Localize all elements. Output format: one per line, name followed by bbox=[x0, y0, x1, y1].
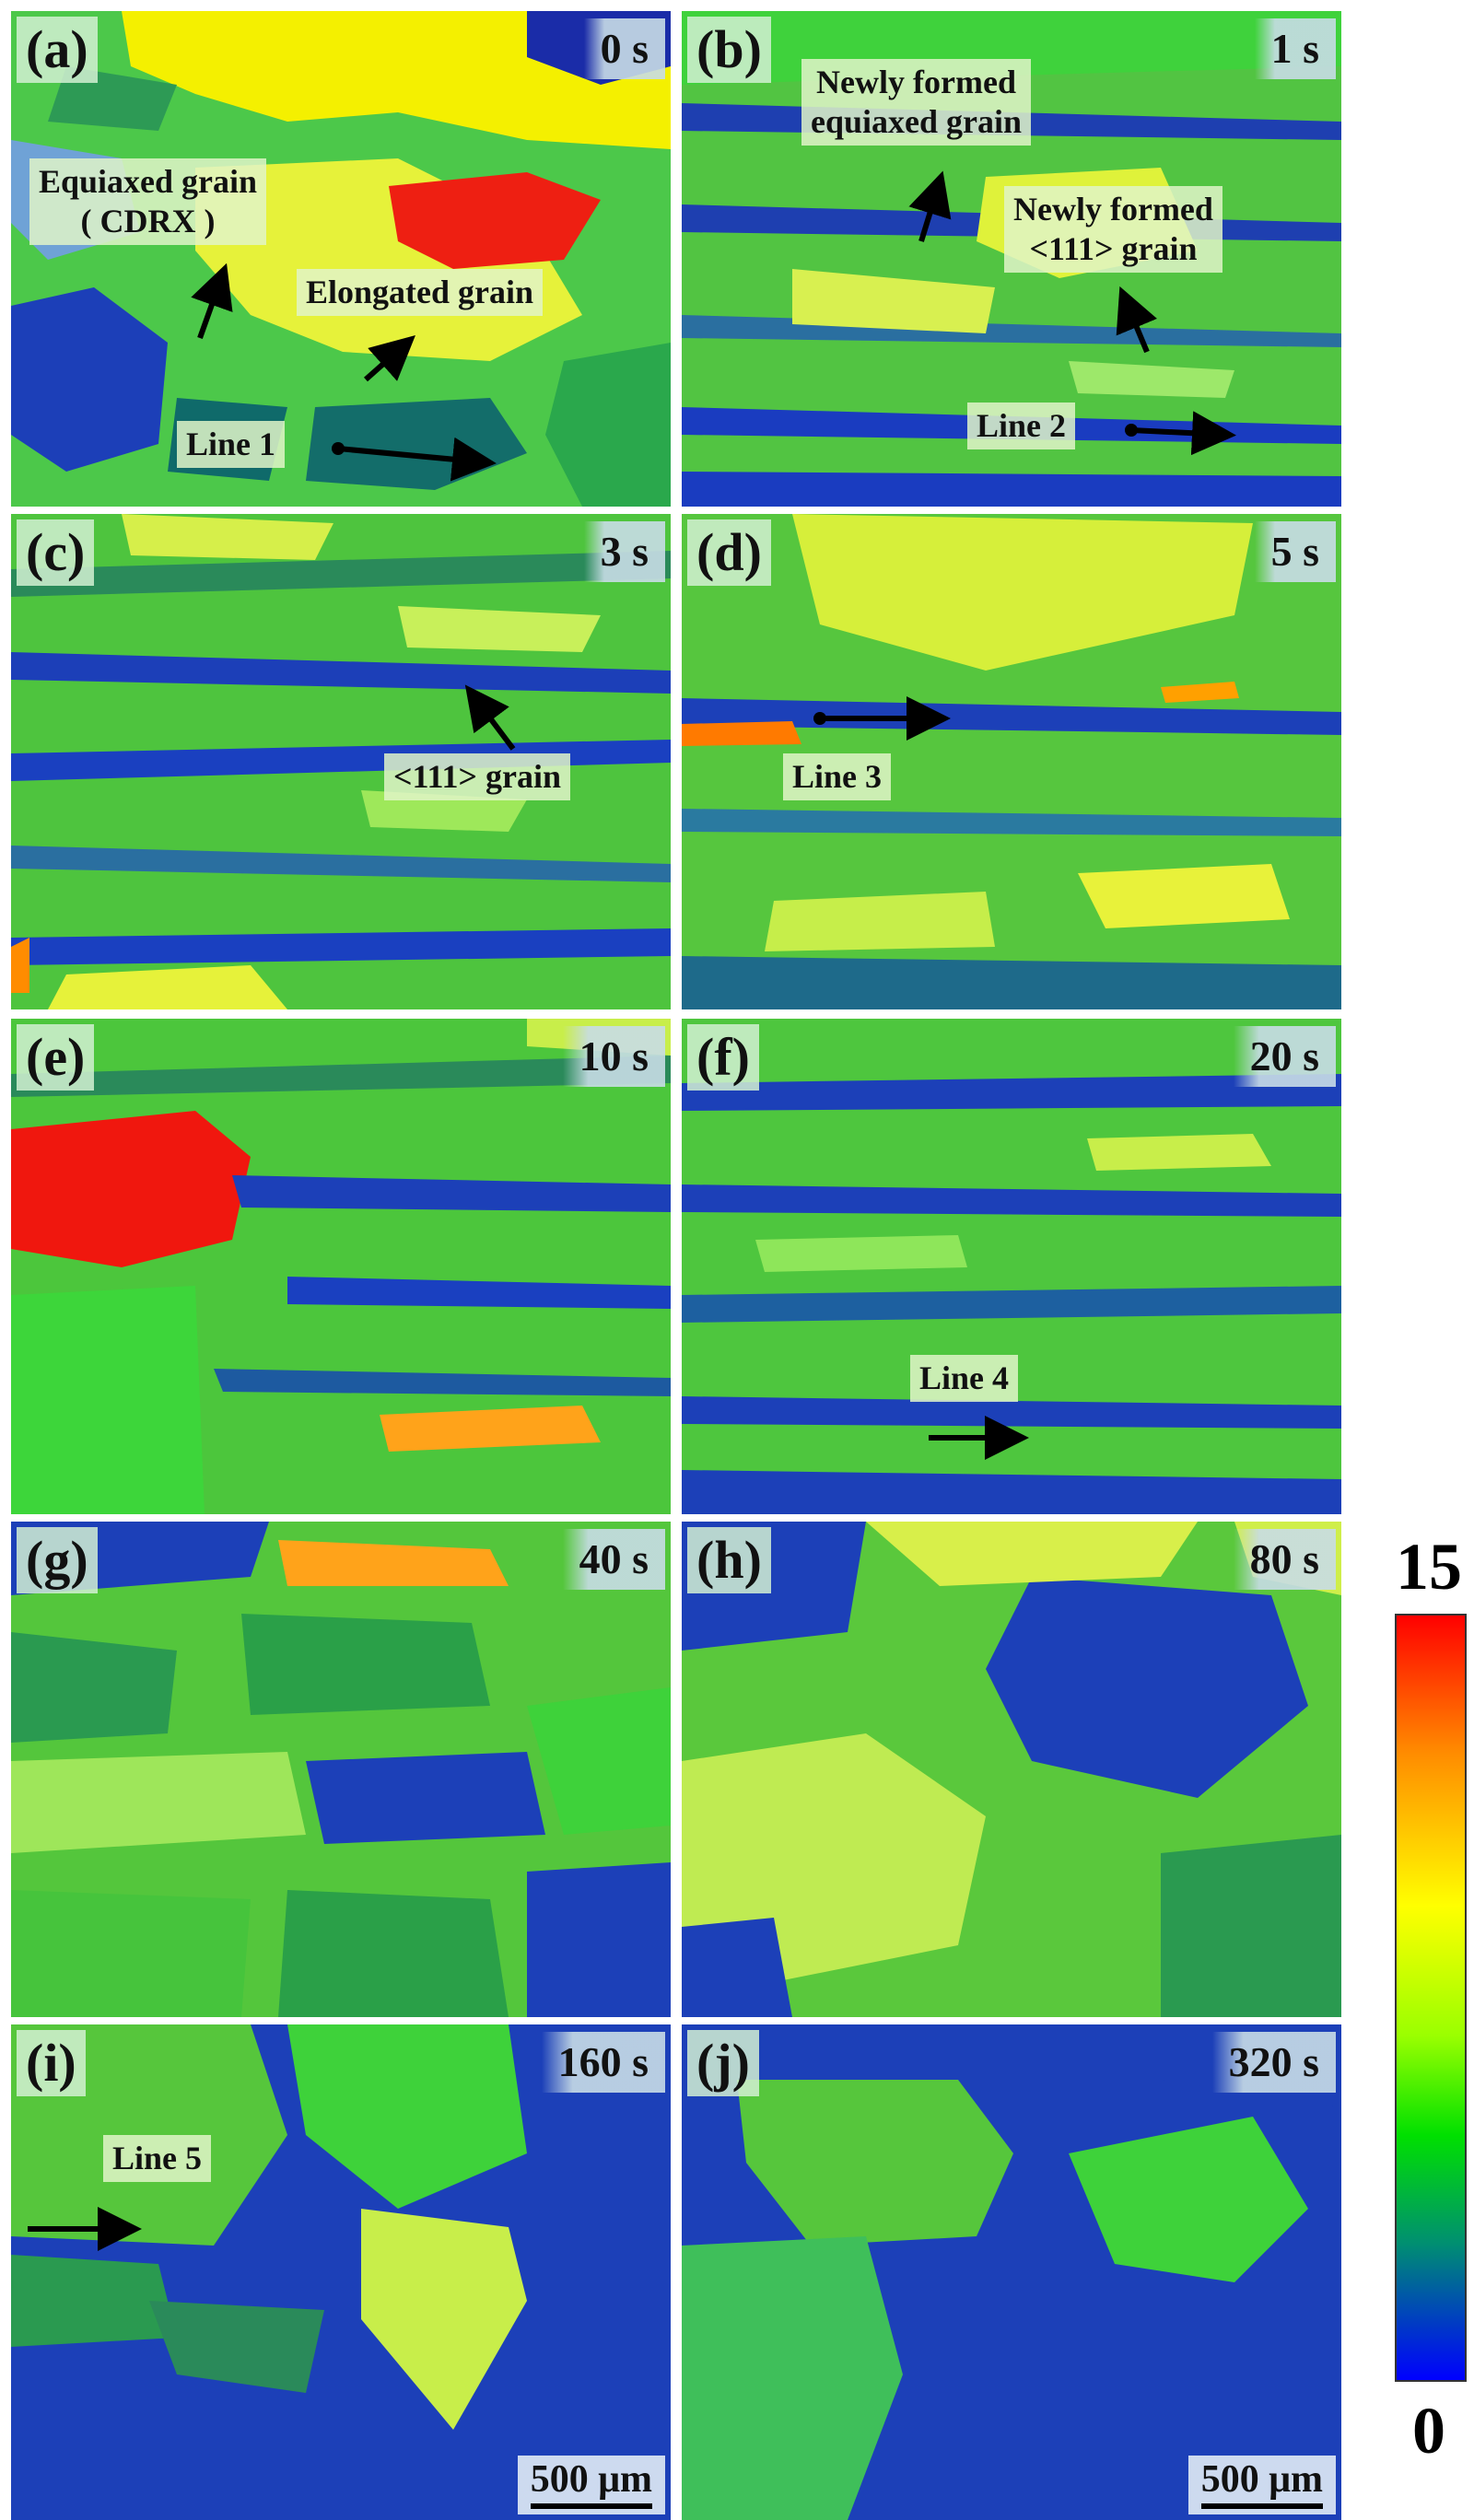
panel-g: (g) 40 s bbox=[11, 1522, 671, 2017]
panel-label: (b) bbox=[687, 17, 771, 83]
panel-label: (i) bbox=[17, 2030, 86, 2096]
scale-label: 500 μm bbox=[1200, 2458, 1323, 2501]
panel-e: (e) 10 s bbox=[11, 1019, 671, 1514]
scale-label: 500 μm bbox=[530, 2458, 652, 2501]
panel-label: (a) bbox=[17, 17, 98, 83]
annotation-111-grain: <111> grain bbox=[384, 753, 571, 801]
time-label: 160 s bbox=[541, 2032, 665, 2093]
orientation-map-j bbox=[682, 2024, 1341, 2520]
panel-label: (f) bbox=[687, 1024, 759, 1091]
panel-d: (d) 5 s Line 3 bbox=[682, 514, 1341, 1009]
annotation-newly-formed-equiaxed: Newly formed equiaxed grain bbox=[801, 59, 1032, 146]
colorbar bbox=[1395, 1614, 1467, 2382]
colorbar-min-label: 0 bbox=[1412, 2394, 1445, 2468]
panel-a: (a) 0 s Equiaxed grain ( CDRX ) Elongate… bbox=[11, 11, 671, 507]
panel-h: (h) 80 s bbox=[682, 1522, 1341, 2017]
annotation-line-4: Line 4 bbox=[910, 1355, 1019, 1403]
annotation-equiaxed-grain: Equiaxed grain ( CDRX ) bbox=[29, 158, 267, 246]
panel-label: (g) bbox=[17, 1527, 98, 1593]
time-label: 20 s bbox=[1233, 1026, 1336, 1087]
orientation-map-h bbox=[682, 1522, 1341, 2017]
panel-j: (j) 320 s 500 μm bbox=[682, 2024, 1341, 2520]
panel-c: (c) 3 s <111> grain bbox=[11, 514, 671, 1009]
panel-label: (c) bbox=[17, 519, 95, 586]
time-label: 5 s bbox=[1254, 521, 1336, 582]
scale-line bbox=[1200, 2503, 1323, 2509]
orientation-map-g bbox=[11, 1522, 671, 2017]
annotation-line-5: Line 5 bbox=[103, 2135, 212, 2183]
panel-label: (e) bbox=[17, 1024, 95, 1091]
orientation-map-c bbox=[11, 514, 671, 1009]
panel-label: (h) bbox=[687, 1527, 771, 1593]
panel-f: (f) 20 s Line 4 bbox=[682, 1019, 1341, 1514]
orientation-map-f bbox=[682, 1019, 1341, 1514]
orientation-map-e bbox=[11, 1019, 671, 1514]
orientation-map-i bbox=[11, 2024, 671, 2520]
time-label: 3 s bbox=[583, 521, 665, 582]
annotation-line-3: Line 3 bbox=[783, 753, 892, 801]
annotation-newly-formed-111: Newly formed <111> grain bbox=[1004, 186, 1222, 274]
colorbar-max-label: 15 bbox=[1396, 1530, 1462, 1604]
annotation-elongated-grain: Elongated grain bbox=[297, 269, 544, 317]
time-label: 0 s bbox=[583, 18, 665, 79]
annotation-line-2: Line 2 bbox=[967, 402, 1076, 450]
time-label: 320 s bbox=[1211, 2032, 1336, 2093]
panel-label: (d) bbox=[687, 519, 771, 586]
scale-bar: 500 μm bbox=[1187, 2456, 1336, 2514]
orientation-map-d bbox=[682, 514, 1341, 1009]
time-label: 40 s bbox=[562, 1529, 665, 1590]
annotation-line-1: Line 1 bbox=[177, 421, 286, 469]
time-label: 1 s bbox=[1254, 18, 1336, 79]
panel-b: (b) 1 s Newly formed equiaxed grain Newl… bbox=[682, 11, 1341, 507]
orientation-map-a bbox=[11, 11, 671, 507]
panel-label: (j) bbox=[687, 2030, 759, 2096]
scale-line bbox=[530, 2503, 652, 2509]
time-label: 10 s bbox=[562, 1026, 665, 1087]
scale-bar: 500 μm bbox=[517, 2456, 665, 2514]
time-label: 80 s bbox=[1233, 1529, 1336, 1590]
panel-i: (i) 160 s Line 5 500 μm bbox=[11, 2024, 671, 2520]
